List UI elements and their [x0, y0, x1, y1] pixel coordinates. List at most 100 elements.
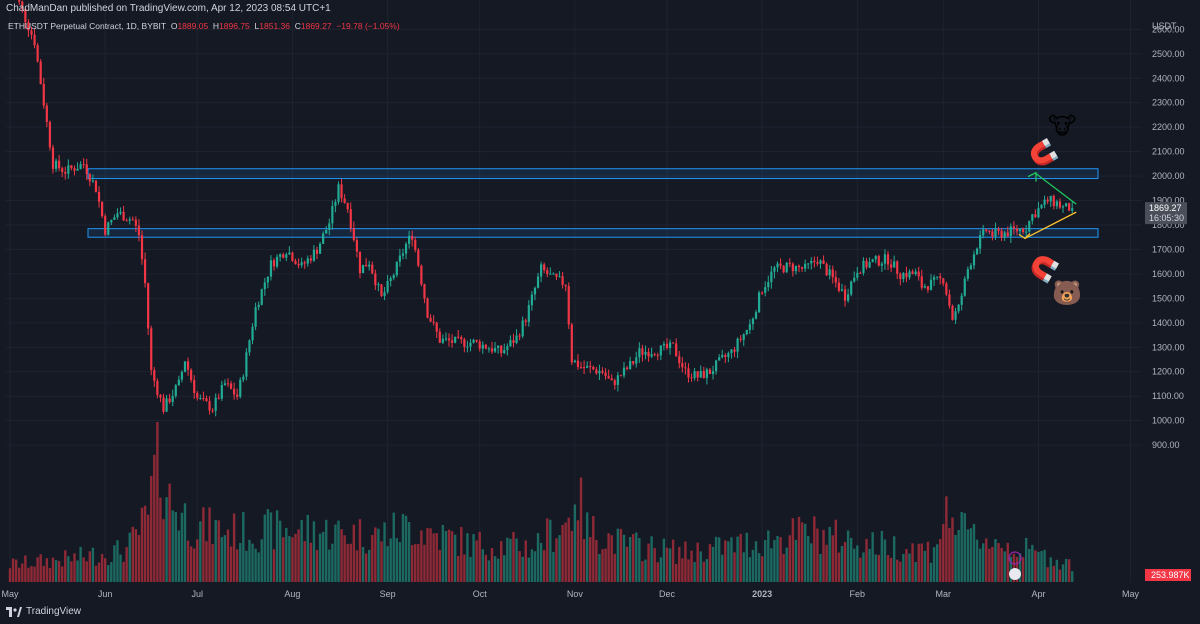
- candle-body: [500, 345, 503, 354]
- volume-bar: [24, 555, 27, 582]
- support-resistance-zones[interactable]: [87, 168, 1099, 238]
- volume-bar: [659, 557, 663, 582]
- candle-body: [945, 283, 948, 295]
- volume-bar: [189, 546, 193, 582]
- candle-body: [441, 338, 444, 343]
- volume-bar: [171, 510, 174, 582]
- candle-body: [1034, 214, 1037, 218]
- candle-body: [773, 267, 776, 272]
- symbol-legend[interactable]: ETHUSDT Perpetual Contract, 1D, BYBIT O1…: [8, 21, 400, 31]
- candle-body: [966, 269, 969, 279]
- candle-body: [122, 211, 125, 221]
- candle-body: [211, 410, 214, 412]
- candle-body: [954, 311, 957, 320]
- volume-bar: [134, 529, 138, 582]
- volume-bar: [232, 513, 236, 582]
- volume-bar: [321, 531, 325, 582]
- candle-body: [24, 9, 27, 23]
- candle-body: [180, 371, 184, 380]
- volume-bar: [407, 522, 411, 582]
- volume-bar: [558, 535, 561, 582]
- volume-bar: [466, 533, 469, 582]
- volume-bar: [788, 535, 791, 582]
- volume-bar: [254, 548, 257, 582]
- volume-bar: [193, 548, 196, 582]
- volume-bar: [985, 538, 988, 582]
- candle-body: [687, 368, 690, 378]
- candle-body: [217, 397, 220, 399]
- volume-bar: [843, 542, 847, 582]
- volume-bar: [395, 538, 399, 582]
- volume-bar: [849, 537, 853, 582]
- candle-body: [156, 380, 159, 396]
- candle-body: [543, 264, 546, 271]
- volume-bar: [797, 516, 801, 582]
- volume-bar: [542, 550, 546, 582]
- time-axis[interactable]: May Jun Jul Aug Sep Oct Nov Dec 2023 Feb Mar Apr May: [1, 589, 1139, 599]
- candle-body: [579, 366, 583, 368]
- candle-body: [392, 275, 395, 279]
- candle-body: [690, 377, 693, 379]
- volume-bar: [331, 543, 334, 582]
- candle-body: [374, 273, 377, 286]
- candle-body: [607, 376, 610, 379]
- projection-arrows[interactable]: [1018, 171, 1077, 240]
- volume-bar: [570, 530, 574, 582]
- volume-bar: [794, 539, 798, 582]
- currency-label: USDT: [1152, 21, 1177, 31]
- candle-body: [1009, 226, 1012, 237]
- candle-body: [21, 1, 24, 10]
- candle-body: [761, 292, 764, 294]
- volume-bar: [785, 547, 788, 582]
- volume-bar: [303, 541, 306, 582]
- volume-bar: [604, 548, 607, 582]
- candle-body: [853, 277, 856, 282]
- candle-body: [214, 397, 217, 411]
- volume-bar: [687, 559, 690, 582]
- bullish-arrow: [1035, 173, 1077, 205]
- volume-bar: [671, 539, 675, 582]
- candle-body: [346, 203, 349, 210]
- candle-body: [1061, 206, 1065, 208]
- candle-body: [229, 383, 233, 389]
- candle-body: [800, 267, 804, 269]
- candle-body: [97, 191, 101, 202]
- volume-bar: [978, 548, 982, 582]
- candle-body: [1052, 195, 1055, 207]
- candle-body: [659, 345, 662, 356]
- candle-body: [825, 263, 828, 276]
- volume-bar: [377, 528, 380, 582]
- candle-body: [94, 180, 98, 192]
- candle-body: [1003, 232, 1006, 238]
- volume-bar: [1012, 553, 1016, 582]
- candle-body: [291, 252, 294, 261]
- volume-bar: [650, 536, 653, 582]
- volume-bar: [383, 522, 386, 582]
- volume-bar: [496, 558, 500, 582]
- time-tick-label: Nov: [567, 589, 584, 599]
- candle-body: [638, 348, 641, 358]
- candle-body: [883, 254, 887, 264]
- volume-bar: [211, 544, 214, 582]
- volume-bar: [582, 539, 586, 582]
- price-axis[interactable]: USDT 900.00 1000.00 1100.00 1200.00 1300.00 14…: [1152, 21, 1185, 450]
- volume-bar: [478, 531, 481, 582]
- candle-body: [748, 324, 751, 330]
- candle-body: [788, 262, 791, 264]
- volume-bar: [859, 557, 862, 582]
- volume-bar: [699, 551, 702, 582]
- candle-body: [107, 222, 110, 235]
- candle-body: [1028, 220, 1031, 232]
- volume-bar: [125, 547, 128, 582]
- volume-bar: [908, 553, 911, 582]
- volume-bar: [371, 535, 374, 582]
- volume-bar: [263, 514, 267, 582]
- close-label: C: [294, 21, 301, 31]
- candle-body: [1000, 230, 1003, 238]
- volume-bar: [813, 516, 816, 582]
- tradingview-logo[interactable]: TradingView: [6, 606, 81, 617]
- candle-body: [408, 235, 411, 244]
- volume-bar: [21, 563, 24, 582]
- grid-lines: [6, 0, 1142, 582]
